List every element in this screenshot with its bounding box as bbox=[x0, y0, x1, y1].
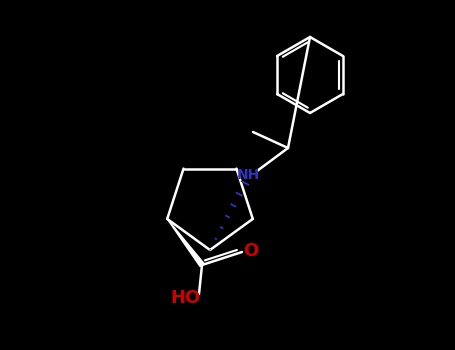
Text: NH: NH bbox=[237, 168, 260, 182]
Polygon shape bbox=[167, 219, 204, 266]
Text: O: O bbox=[243, 242, 258, 260]
Text: HO: HO bbox=[170, 289, 200, 307]
